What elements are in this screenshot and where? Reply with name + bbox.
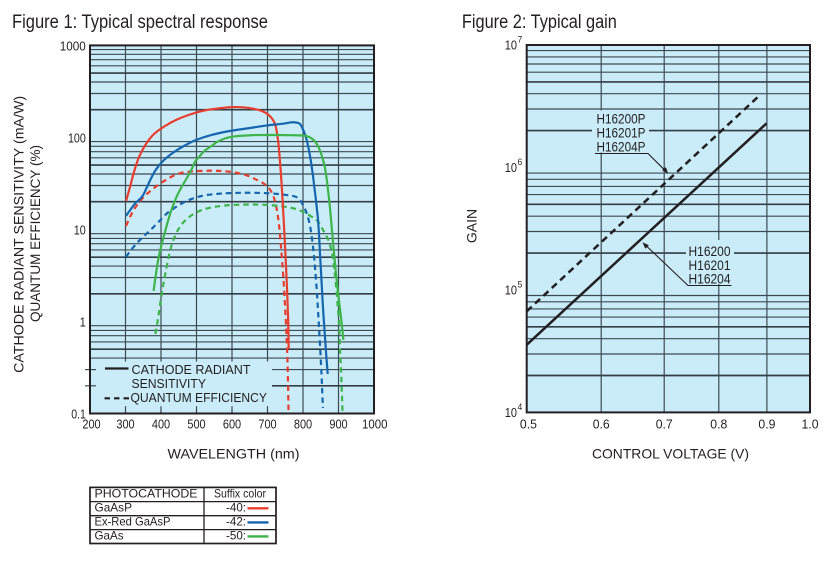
svg-text:400: 400 xyxy=(152,417,170,432)
svg-text:10: 10 xyxy=(505,282,517,297)
svg-text:CATHODE RADIANT: CATHODE RADIANT xyxy=(132,362,251,377)
svg-text:0.1: 0.1 xyxy=(71,407,86,422)
svg-text:900: 900 xyxy=(329,417,347,432)
svg-text:GaAs: GaAs xyxy=(95,529,124,543)
svg-text:600: 600 xyxy=(223,417,241,432)
svg-text:GAIN: GAIN xyxy=(463,209,479,243)
svg-text:6: 6 xyxy=(518,157,523,168)
svg-text:1.0: 1.0 xyxy=(802,417,819,432)
svg-text:SENSITIVITY: SENSITIVITY xyxy=(132,376,207,391)
svg-text:CONTROL VOLTAGE (V): CONTROL VOLTAGE (V) xyxy=(592,446,749,462)
svg-text:7: 7 xyxy=(518,35,523,46)
svg-text:H16204P: H16204P xyxy=(597,140,646,155)
svg-text:0.6: 0.6 xyxy=(593,417,610,432)
svg-text:1: 1 xyxy=(80,315,86,330)
svg-text:Figure 2: Typical gain: Figure 2: Typical gain xyxy=(462,12,617,33)
svg-text:H16201: H16201 xyxy=(689,258,731,273)
svg-text:10: 10 xyxy=(505,405,517,420)
svg-text:-42:: -42: xyxy=(226,515,246,529)
svg-text:QUANTUM EFFICIENCY: QUANTUM EFFICIENCY xyxy=(131,390,268,405)
svg-text:GaAsP: GaAsP xyxy=(95,501,133,515)
svg-text:H16201P: H16201P xyxy=(597,126,646,141)
svg-text:1000: 1000 xyxy=(362,417,388,432)
svg-text:PHOTOCATHODE: PHOTOCATHODE xyxy=(95,487,198,501)
svg-text:1000: 1000 xyxy=(60,38,86,53)
svg-text:H16200: H16200 xyxy=(689,244,731,259)
svg-text:Suffix color: Suffix color xyxy=(214,487,266,501)
svg-text:4: 4 xyxy=(518,402,523,413)
svg-text:H16200P: H16200P xyxy=(597,112,646,127)
svg-text:0.7: 0.7 xyxy=(656,417,673,432)
svg-text:-40:: -40: xyxy=(226,501,246,515)
svg-text:CATHODE RADIANT SENSITIVITY (m: CATHODE RADIANT SENSITIVITY (mA/W) xyxy=(10,96,26,373)
svg-text:700: 700 xyxy=(258,417,276,432)
svg-text:800: 800 xyxy=(294,417,312,432)
svg-text:H16204: H16204 xyxy=(689,272,731,287)
svg-text:100: 100 xyxy=(68,130,86,145)
svg-text:QUANTUM EFFICIENCY (%): QUANTUM EFFICIENCY (%) xyxy=(27,145,43,322)
svg-text:500: 500 xyxy=(187,417,205,432)
svg-text:Figure 1: Typical spectral res: Figure 1: Typical spectral response xyxy=(12,12,268,33)
svg-text:200: 200 xyxy=(82,417,100,432)
svg-text:300: 300 xyxy=(116,417,134,432)
svg-text:0.9: 0.9 xyxy=(758,417,775,432)
svg-text:0.5: 0.5 xyxy=(520,417,537,432)
svg-text:10: 10 xyxy=(505,38,517,53)
svg-text:5: 5 xyxy=(518,279,523,290)
svg-text:10: 10 xyxy=(74,222,86,237)
svg-text:0.8: 0.8 xyxy=(710,417,727,432)
svg-text:Ex-Red GaAsP: Ex-Red GaAsP xyxy=(95,515,171,529)
svg-text:-50:: -50: xyxy=(226,529,246,543)
svg-text:10: 10 xyxy=(505,160,517,175)
svg-text:WAVELENGTH (nm): WAVELENGTH (nm) xyxy=(168,446,300,462)
